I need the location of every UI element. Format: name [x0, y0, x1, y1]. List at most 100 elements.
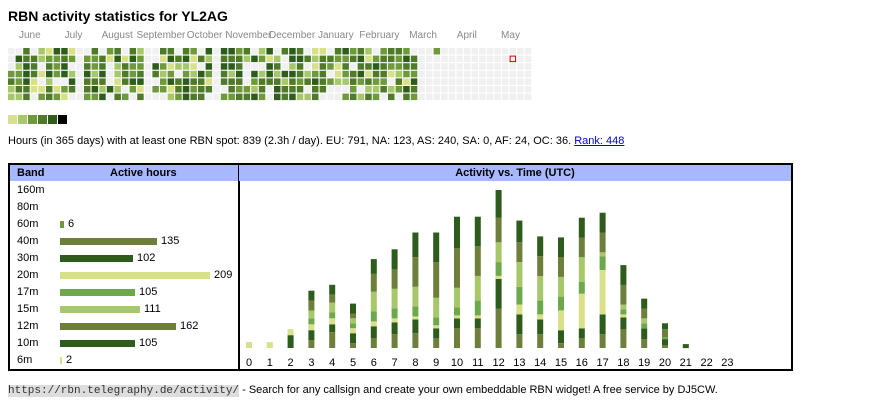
heatmap-cell [441, 93, 448, 101]
heatmap-cell [213, 70, 220, 78]
heatmap-cell [471, 48, 479, 55]
heatmap-cell [114, 55, 121, 63]
hour-tick-label: 12 [492, 357, 504, 369]
heatmap-cell [213, 78, 220, 85]
band-row: 20m 209 [10, 267, 238, 284]
heatmap-cell [517, 78, 524, 85]
heatmap-cell [175, 48, 182, 55]
heatmap-cell [502, 70, 509, 78]
heatmap-cell [395, 48, 403, 55]
activity-bar-segment [558, 343, 564, 348]
heatmap-cell [372, 48, 380, 55]
heatmap-cell [46, 78, 53, 85]
heatmap-cell [426, 63, 433, 70]
activity-bar-segment [350, 323, 356, 329]
activity-bar-segment [433, 328, 440, 339]
heatmap-cell [114, 86, 121, 93]
heatmap-cell [76, 93, 83, 101]
band-name: 6m [17, 354, 33, 366]
heatmap-cell [15, 63, 23, 70]
activity-bar-segment [308, 300, 315, 311]
legend-swatch [58, 115, 67, 124]
heatmap-cell [296, 48, 304, 55]
heatmap-cell [266, 55, 273, 63]
heatmap-cell [160, 93, 167, 101]
heatmap-cell [365, 93, 372, 101]
activity-bar-segment [599, 270, 606, 315]
activity-bar-segment [308, 290, 315, 301]
heatmap-cell [167, 86, 175, 93]
heatmap-cell [350, 48, 357, 55]
heatmap-cell [228, 48, 235, 55]
heatmap-cell [190, 55, 197, 63]
heatmap-cell [61, 70, 68, 78]
heatmap-cell [296, 93, 304, 101]
heatmap-cell [167, 93, 175, 101]
heatmap-cell [289, 70, 296, 78]
band-row: 80m [10, 199, 238, 216]
heatmap-cell [198, 48, 205, 55]
heatmap-cell [129, 48, 137, 55]
heatmap-cell [167, 55, 175, 63]
heatmap-month-label: October [187, 30, 223, 41]
page-title: RBN activity statistics for YL2AG [8, 8, 228, 24]
heatmap-cell [61, 86, 68, 93]
heatmap-cell [122, 86, 129, 93]
activity-bar-segment [433, 232, 440, 263]
heatmap-cell [350, 93, 357, 101]
heatmap-cell [76, 86, 83, 93]
heatmap-cell [152, 93, 159, 101]
heatmap-cell [334, 48, 342, 55]
band-name: 80m [17, 201, 39, 213]
heatmap-cell [53, 55, 61, 63]
activity-bar-segment [350, 318, 356, 324]
activity-bar-segment [578, 217, 585, 238]
heatmap-cell [30, 63, 38, 70]
heatmap-cell [372, 70, 380, 78]
heatmap-cell [448, 63, 456, 70]
heatmap-cell [144, 86, 152, 93]
heatmap-cell [410, 48, 418, 55]
hour-tick-label: 13 [513, 357, 525, 369]
heatmap-cell [258, 63, 266, 70]
chart-title: Activity vs. Time (UTC) [239, 165, 791, 181]
heatmap-cell [167, 48, 175, 55]
activity-bar-segment [558, 310, 564, 331]
heatmap-month-label: December [269, 30, 316, 41]
heatmap-cell [403, 78, 410, 85]
heatmap-cell [312, 70, 319, 78]
heatmap-cell [243, 78, 251, 85]
heatmap-cell [266, 48, 273, 55]
band-hours-bar [60, 272, 210, 279]
band-hours-bar [60, 289, 135, 296]
activity-bar-segment [516, 262, 523, 287]
heatmap-month-label: February [359, 30, 399, 41]
heatmap-cell [281, 93, 289, 101]
heatmap-cell [76, 78, 83, 85]
heatmap-cell [30, 78, 38, 85]
heatmap-cell [395, 63, 403, 70]
heatmap-legend [8, 111, 68, 124]
heatmap-cell [274, 86, 281, 93]
band-row: 12m 162 [10, 318, 238, 335]
heatmap-cell [342, 86, 349, 93]
rank-link[interactable]: Rank: 448 [574, 135, 625, 147]
heatmap-cell [281, 63, 289, 70]
heatmap-cell [494, 48, 501, 55]
footer-url[interactable]: https://rbn.telegraphy.de/activity/ [8, 385, 240, 397]
heatmap-cell [509, 93, 517, 101]
heatmap-cell [38, 93, 45, 101]
heatmap-cell [418, 70, 425, 78]
heatmap-cell [190, 86, 197, 93]
activity-bar-segment [537, 334, 544, 348]
activity-bar-segment [329, 332, 336, 348]
heatmap-cell [137, 55, 144, 63]
heatmap-cell [213, 63, 220, 70]
activity-bar-segment [516, 286, 523, 305]
activity-bar-segment [329, 324, 336, 333]
heatmap-cell [205, 63, 213, 70]
heatmap-cell [106, 55, 114, 63]
activity-bar-segment [578, 293, 585, 329]
heatmap-cell [258, 78, 266, 85]
legend-swatch [8, 115, 17, 124]
